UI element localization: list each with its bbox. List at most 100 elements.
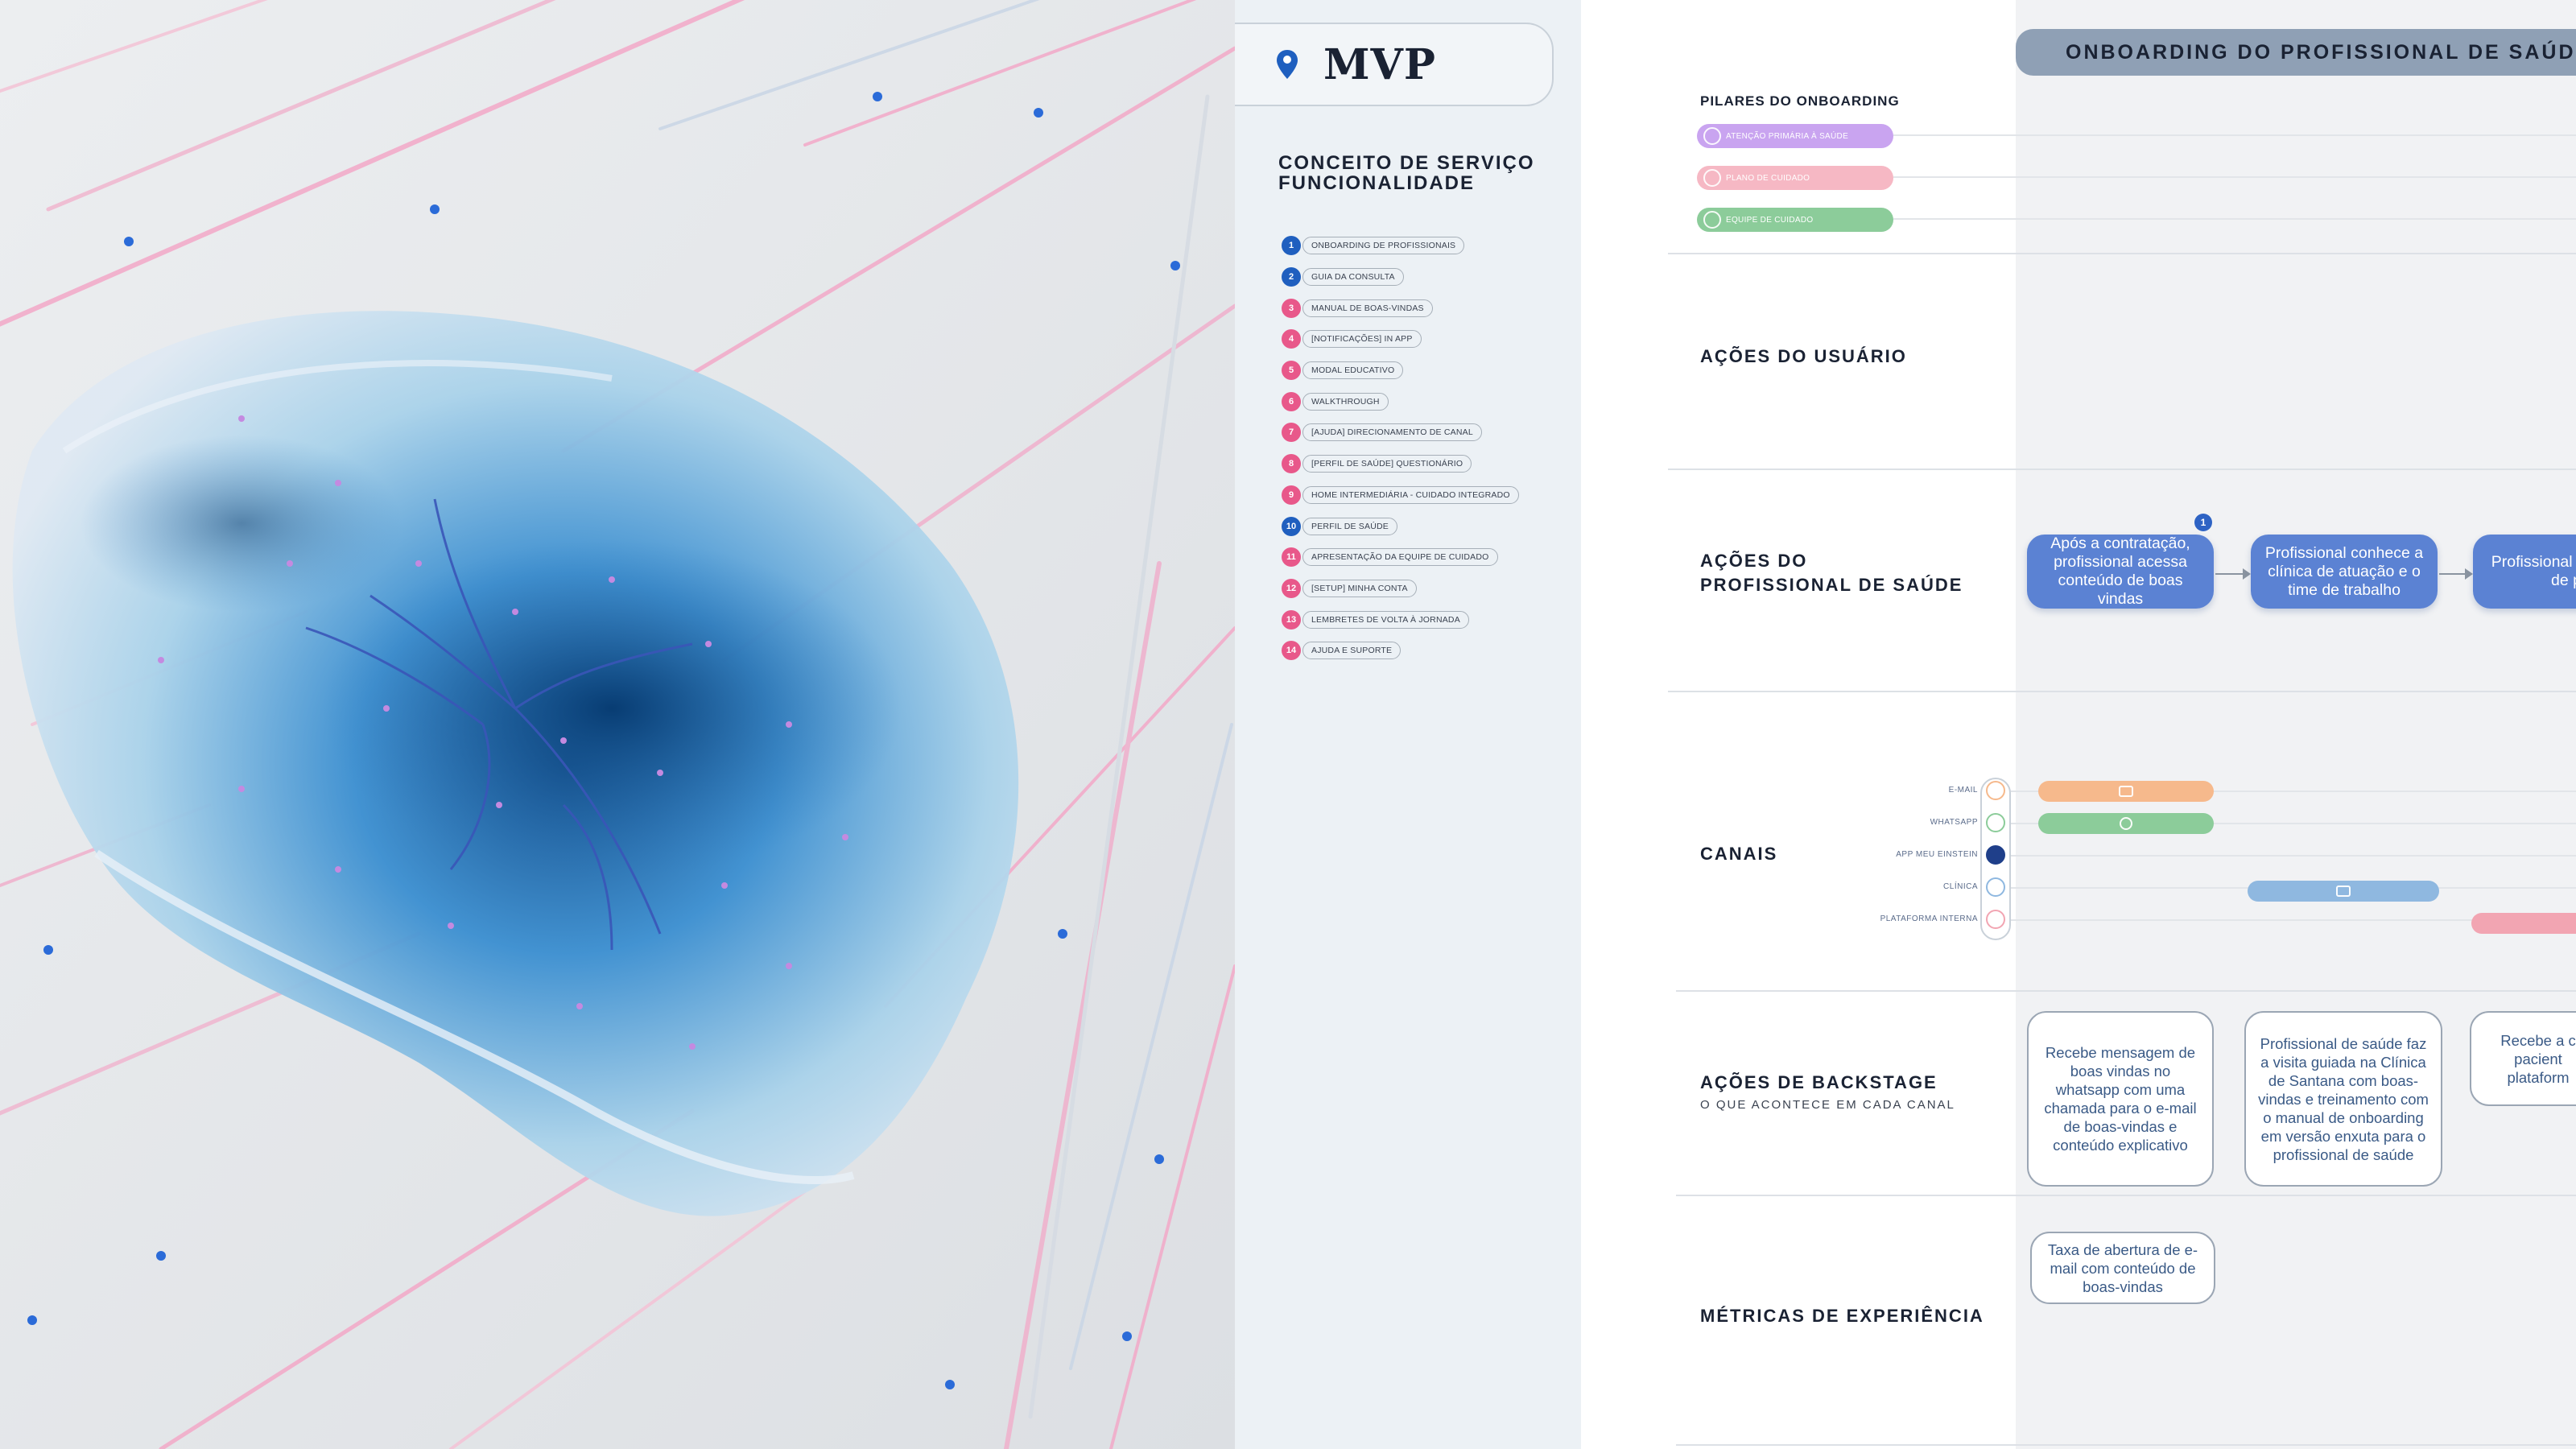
row-divider xyxy=(1668,691,2576,692)
feature-item[interactable]: 2 GUIA DA CONSULTA xyxy=(1282,262,1519,293)
row-label-user-actions: AÇÕES DO USUÁRIO xyxy=(1700,346,1907,366)
arrow-right-icon xyxy=(2215,568,2251,580)
row-divider xyxy=(1676,1444,2576,1446)
feature-label: [SETUP] MINHA CONTA xyxy=(1302,579,1417,597)
backstage-card[interactable]: Profissional de saúde faz a visita guiad… xyxy=(2244,1011,2442,1187)
feature-number-badge: 11 xyxy=(1282,547,1301,568)
feature-item[interactable]: 8 [PERFIL DE SAÚDE] QUESTIONÁRIO xyxy=(1282,448,1519,480)
row-divider xyxy=(1668,469,2576,470)
feature-item[interactable]: 11 APRESENTAÇÃO DA EQUIPE DE CUIDADO xyxy=(1282,542,1519,573)
channel-bar-clinic[interactable] xyxy=(2248,881,2439,902)
feature-number-badge: 4 xyxy=(1282,329,1301,349)
feature-item[interactable]: 12 [SETUP] MINHA CONTA xyxy=(1282,573,1519,605)
row-label-metrics: MÉTRICAS DE EXPERIÊNCIA xyxy=(1700,1306,1984,1326)
row-divider xyxy=(1668,253,2576,254)
feature-number-badge: 5 xyxy=(1282,361,1301,381)
step-card[interactable]: Após a contratação, profissional acessa … xyxy=(2027,535,2214,609)
step-badge: 1 xyxy=(2194,514,2212,531)
feature-item[interactable]: 5 MODAL EDUCATIVO xyxy=(1282,355,1519,386)
email-icon xyxy=(1986,781,2005,800)
channel-track xyxy=(2011,855,2576,857)
feature-number-badge: 12 xyxy=(1282,578,1301,598)
app-icon xyxy=(1986,845,2005,865)
feature-number-badge: 13 xyxy=(1282,609,1301,630)
feature-label: WALKTHROUGH xyxy=(1302,392,1389,411)
backstage-card[interactable]: Recebe mensagem de boas vindas no whatsa… xyxy=(2027,1011,2214,1187)
feature-item[interactable]: 9 HOME INTERMEDIÁRIA - CUIDADO INTEGRADO xyxy=(1282,480,1519,511)
pillar-label: ATENÇÃO PRIMÁRIA À SAÚDE xyxy=(1726,131,1849,141)
mvp-title: MVP xyxy=(1323,39,1437,89)
feature-list: 1 ONBOARDING DE PROFISSIONAIS 2 GUIA DA CON… xyxy=(1282,230,1519,667)
clipboard-icon xyxy=(1703,169,1721,187)
feature-label: [PERFIL DE SAÚDE] QUESTIONÁRIO xyxy=(1302,455,1472,473)
step-card[interactable]: Profissional conhece a clínica de atuaçã… xyxy=(2251,535,2438,609)
feature-label: APRESENTAÇÃO DA EQUIPE DE CUIDADO xyxy=(1302,548,1498,567)
channel-track xyxy=(2011,823,2576,824)
pillar-label: PLANO DE CUIDADO xyxy=(1726,173,1810,183)
whatsapp-icon xyxy=(1986,813,2005,832)
feature-label: GUIA DA CONSULTA xyxy=(1302,268,1404,287)
brain-artwork xyxy=(0,0,1235,1449)
feature-number-badge: 1 xyxy=(1282,236,1301,256)
brain-illustration xyxy=(0,0,1235,1449)
feature-number-badge: 6 xyxy=(1282,391,1301,411)
clinic-icon xyxy=(1986,877,2005,897)
heart-icon xyxy=(1703,127,1721,145)
channel-bar-whatsapp[interactable] xyxy=(2038,813,2214,834)
channel-bar-email[interactable] xyxy=(2038,781,2214,802)
feature-item[interactable]: 3 MANUAL DE BOAS-VINDAS xyxy=(1282,292,1519,324)
feature-item[interactable]: 1 ONBOARDING DE PROFISSIONAIS xyxy=(1282,230,1519,262)
channel-label-clinic: CLÍNICA xyxy=(1943,882,1978,891)
feature-item[interactable]: 14 AJUDA E SUPORTE xyxy=(1282,635,1519,667)
pillar-track xyxy=(1893,176,2576,178)
feature-label: PERFIL DE SAÚDE xyxy=(1302,517,1397,535)
channel-track xyxy=(2011,791,2576,792)
feature-label: [NOTIFICAÇÕES] IN APP xyxy=(1302,330,1422,349)
envelope-icon xyxy=(2119,786,2133,797)
pillar-care-plan[interactable]: PLANO DE CUIDADO xyxy=(1697,166,1893,190)
arrow-right-icon xyxy=(2439,568,2473,580)
mvp-sidebar xyxy=(1235,0,1581,1449)
feature-label: ONBOARDING DE PROFISSIONAIS xyxy=(1302,237,1465,255)
channel-track xyxy=(2011,919,2576,921)
feature-number-badge: 2 xyxy=(1282,267,1301,287)
row-divider xyxy=(1676,1195,2576,1196)
mvp-card: MVP xyxy=(1235,23,1554,106)
feature-number-badge: 10 xyxy=(1282,516,1301,536)
feature-label: LEMBRETES DE VOLTA À JORNADA xyxy=(1302,610,1469,629)
pillar-track xyxy=(1893,134,2576,136)
metric-card[interactable]: Taxa de abertura de e-mail com conteúdo … xyxy=(2030,1232,2215,1304)
pillar-label: EQUIPE DE CUIDADO xyxy=(1726,215,1814,225)
feature-item[interactable]: 10 PERFIL DE SAÚDE xyxy=(1282,510,1519,542)
row-divider xyxy=(1676,990,2576,992)
backstage-card[interactable]: Recebe a c pacient plataform xyxy=(2470,1011,2576,1106)
channel-bar-platform[interactable] xyxy=(2471,913,2576,934)
row-label-line: PROFISSIONAL DE SAÚDE xyxy=(1700,575,1963,595)
channel-label-email: E-MAIL xyxy=(1948,786,1978,795)
channel-label-platform: PLATAFORMA INTERNA xyxy=(1880,914,1978,923)
feature-label: HOME INTERMEDIÁRIA - CUIDADO INTEGRADO xyxy=(1302,485,1519,504)
team-icon xyxy=(1703,211,1721,229)
feature-number-badge: 7 xyxy=(1282,423,1301,443)
row-label-channels: CANAIS xyxy=(1700,844,1778,864)
location-pin-icon xyxy=(1277,50,1298,79)
feature-label: AJUDA E SUPORTE xyxy=(1302,642,1402,660)
journey-column xyxy=(2016,0,2576,1449)
pillar-care-team[interactable]: EQUIPE DE CUIDADO xyxy=(1697,208,1893,232)
whatsapp-icon xyxy=(2120,817,2132,830)
channel-label-app: APP MEU EINSTEIN xyxy=(1896,850,1978,859)
feature-item[interactable]: 4 [NOTIFICAÇÕES] IN APP xyxy=(1282,324,1519,355)
feature-number-badge: 14 xyxy=(1282,641,1301,661)
feature-item[interactable]: 6 WALKTHROUGH xyxy=(1282,386,1519,417)
feature-label: [AJUDA] DIRECIONAMENTO DE CANAL xyxy=(1302,423,1482,442)
row-label-pro-actions: AÇÕES DO PROFISSIONAL DE SAÚDE xyxy=(1700,549,1963,597)
feature-item[interactable]: 13 LEMBRETES DE VOLTA À JORNADA xyxy=(1282,604,1519,635)
feature-item[interactable]: 7 [AJUDA] DIRECIONAMENTO DE CANAL xyxy=(1282,417,1519,448)
feature-label: MANUAL DE BOAS-VINDAS xyxy=(1302,299,1433,317)
step-card[interactable]: Profissional c carteira de p xyxy=(2473,535,2576,609)
pillar-primary-care[interactable]: ATENÇÃO PRIMÁRIA À SAÚDE xyxy=(1697,124,1893,148)
concept-heading: CONCEITO DE SERVIÇO FUNCIONALIDADE xyxy=(1278,153,1544,193)
row-label-line: AÇÕES DO xyxy=(1700,551,1808,571)
building-icon xyxy=(2336,886,2351,897)
